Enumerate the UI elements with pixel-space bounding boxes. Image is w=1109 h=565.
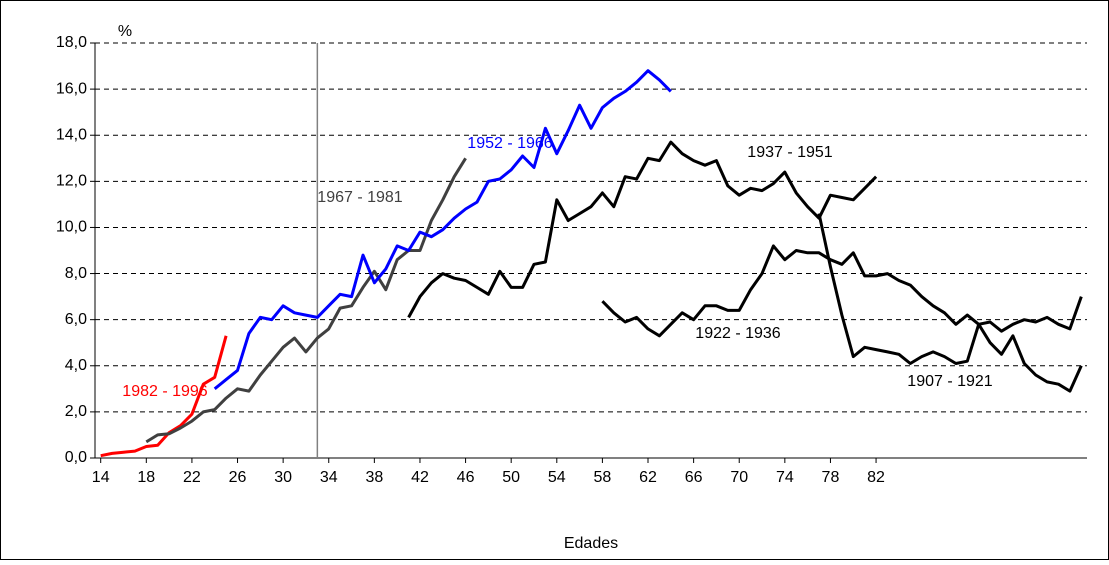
x-tick-label: 34: [320, 469, 338, 486]
y-tick-label: 12,0: [56, 173, 87, 190]
series-line: [601, 244, 1083, 338]
x-tick-label: 82: [867, 469, 885, 486]
y-tick-label: 8,0: [65, 265, 87, 282]
x-tick-label: 50: [502, 469, 520, 486]
y-tick-label: 18,0: [56, 34, 87, 51]
x-tick-label: 78: [822, 469, 840, 486]
x-tick-label: 26: [229, 469, 247, 486]
x-tick-label: 18: [137, 469, 155, 486]
x-tick-label: 38: [365, 469, 383, 486]
series-label: 1967 - 1981: [317, 189, 403, 206]
x-tick-label: 66: [685, 469, 703, 486]
x-tick-label: 14: [92, 469, 110, 486]
y-tick-label: 6,0: [65, 311, 87, 328]
series-line: [817, 213, 1083, 393]
y-tick-label: 10,0: [56, 219, 87, 236]
y-tick-label: 0,0: [65, 449, 87, 466]
y-unit-label: %: [118, 23, 132, 40]
x-tick-label: 70: [730, 469, 748, 486]
x-tick-label: 30: [274, 469, 292, 486]
x-axis-title: Edades: [564, 535, 618, 552]
series-line: [145, 157, 467, 444]
x-tick-label: 74: [776, 469, 794, 486]
x-tick-label: 42: [411, 469, 429, 486]
y-tick-label: 16,0: [56, 80, 87, 97]
y-tick-label: 4,0: [65, 357, 87, 374]
x-tick-label: 22: [183, 469, 201, 486]
x-tick-label: 54: [548, 469, 566, 486]
series-label: 1952 - 1966: [467, 135, 553, 152]
series-line: [407, 140, 878, 319]
x-tick-label: 62: [639, 469, 657, 486]
series-label: 1982 - 1996: [122, 383, 208, 400]
x-tick-label: 46: [457, 469, 475, 486]
series-line: [100, 335, 228, 458]
series-label: 1907 - 1921: [907, 373, 993, 390]
y-tick-label: 2,0: [65, 403, 87, 420]
x-tick-label: 58: [594, 469, 612, 486]
series-line: [213, 69, 672, 390]
series-label: 1937 - 1951: [747, 144, 833, 161]
y-tick-label: 14,0: [56, 126, 87, 143]
series-label: 1922 - 1936: [695, 325, 781, 342]
